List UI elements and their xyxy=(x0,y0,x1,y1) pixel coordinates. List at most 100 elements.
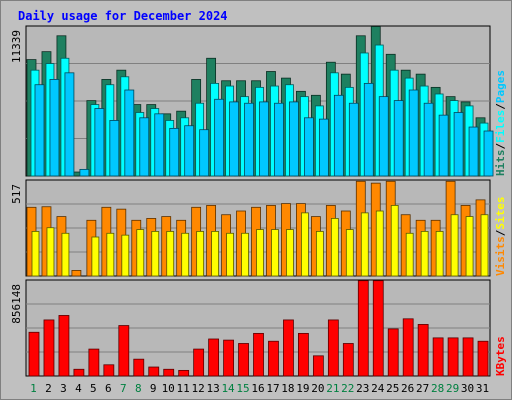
bar-kbytes-day-3 xyxy=(58,315,70,377)
x-tick-label: 28 xyxy=(431,382,444,395)
bar-kbytes-day-5 xyxy=(88,348,100,377)
bar-sites-day-15 xyxy=(241,232,249,277)
bar-kbytes-day-4 xyxy=(73,368,85,377)
bar-kbytes-day-18 xyxy=(283,319,294,377)
legend-pages: Pages xyxy=(494,70,507,103)
bar-sites-day-21 xyxy=(330,218,339,277)
x-tick-label: 15 xyxy=(236,382,249,395)
bar-kbytes-day-24 xyxy=(372,280,384,377)
x-tick-label: 4 xyxy=(75,382,82,395)
legend-sites: Sites xyxy=(494,197,507,230)
panel-3: 856148 KBytes xyxy=(10,279,507,377)
bar-kbytes-day-21 xyxy=(327,319,339,377)
bar-sites-day-20 xyxy=(315,231,324,277)
x-tick-label: 29 xyxy=(446,382,459,395)
bar-sites-day-23 xyxy=(360,212,369,277)
bar-kbytes-day-9 xyxy=(148,366,160,377)
bar-sites-day-10 xyxy=(166,231,175,277)
legend: KBytes xyxy=(494,336,507,376)
x-tick-label: 24 xyxy=(371,382,385,395)
x-tick-label: 1 xyxy=(30,382,37,395)
bar-pages-day-14 xyxy=(229,101,239,177)
bar-kbytes-day-22 xyxy=(342,343,354,377)
bar-pages-day-5 xyxy=(94,108,105,177)
bar-kbytes-day-7 xyxy=(118,325,130,377)
bar-sites-day-1 xyxy=(31,231,40,277)
bar-kbytes-day-14 xyxy=(223,339,234,377)
bar-sites-day-16 xyxy=(256,229,264,277)
bar-kbytes-day-15 xyxy=(238,343,249,377)
x-tick-label: 18 xyxy=(281,382,294,395)
x-tick-label: 12 xyxy=(192,382,205,395)
x-tick-label: 2 xyxy=(45,382,52,395)
y-max-label: 856148 xyxy=(10,284,23,324)
x-tick-label: 17 xyxy=(266,382,279,395)
x-tick-label: 7 xyxy=(120,382,127,395)
panel-1: 11339 Hits/Files/Pages xyxy=(10,25,507,177)
x-tick-label: 5 xyxy=(90,382,97,395)
bar-pages-day-27 xyxy=(423,102,434,177)
bar-pages-day-3 xyxy=(64,72,75,177)
bar-kbytes-day-19 xyxy=(298,332,309,377)
x-tick-label: 14 xyxy=(221,382,235,395)
x-tick-label: 27 xyxy=(416,382,429,395)
bar-visits-day-4 xyxy=(71,270,82,277)
bar-kbytes-day-8 xyxy=(133,358,145,377)
x-tick-label: 31 xyxy=(476,382,489,395)
legend: Visits/Sites xyxy=(494,197,507,277)
bar-sites-day-17 xyxy=(271,229,279,277)
bar-kbytes-day-13 xyxy=(208,338,220,377)
bar-kbytes-day-25 xyxy=(387,328,399,377)
bar-sites-day-19 xyxy=(301,212,309,277)
x-tick-label: 25 xyxy=(386,382,399,395)
bar-pages-day-24 xyxy=(378,96,389,177)
bar-pages-day-17 xyxy=(274,102,284,177)
bar-kbytes-day-17 xyxy=(268,340,279,377)
bar-kbytes-day-2 xyxy=(43,319,55,377)
bar-sites-day-31 xyxy=(480,214,489,277)
bar-sites-day-6 xyxy=(106,232,115,277)
bar-sites-day-25 xyxy=(390,205,399,277)
legend-hits: Hits xyxy=(494,150,507,177)
bar-sites-day-18 xyxy=(286,229,294,277)
bar-pages-day-12 xyxy=(199,129,210,177)
bar-kbytes-day-31 xyxy=(477,340,489,377)
bar-pages-day-29 xyxy=(453,112,464,177)
bar-pages-day-1 xyxy=(34,84,45,177)
bar-kbytes-day-30 xyxy=(462,337,474,377)
x-tick-label: 23 xyxy=(356,382,369,395)
bar-pages-day-4 xyxy=(79,168,90,177)
bar-sites-day-28 xyxy=(435,231,444,277)
x-tick-label: 19 xyxy=(296,382,309,395)
bar-pages-day-25 xyxy=(393,100,404,177)
bar-pages-day-23 xyxy=(363,82,374,177)
bar-pages-day-10 xyxy=(169,127,180,177)
bar-pages-day-26 xyxy=(408,89,419,177)
bar-pages-day-22 xyxy=(348,102,359,177)
bar-sites-day-13 xyxy=(211,231,220,277)
legend-files: Files xyxy=(494,110,507,143)
x-tick-label: 22 xyxy=(341,382,354,395)
bar-pages-day-13 xyxy=(214,98,225,177)
bar-kbytes-day-11 xyxy=(178,369,190,377)
legend-visits: Visits xyxy=(494,236,507,276)
bar-pages-day-9 xyxy=(154,113,165,177)
chart-panels: 11339 Hits/Files/Pages 517 Visits/Sites 8561… xyxy=(10,25,507,377)
bar-kbytes-day-16 xyxy=(253,332,264,377)
x-axis-labels: 1 2 3 4 5 6 7 8 9 10 11 12 13 14 15 16 17 18 19 20 21 22 23 24 2… xyxy=(30,382,489,395)
y-max-label: 11339 xyxy=(10,30,23,63)
bar-pages-day-18 xyxy=(289,101,299,177)
bar-pages-day-16 xyxy=(259,101,269,177)
bar-kbytes-day-1 xyxy=(28,331,40,377)
bar-kbytes-day-27 xyxy=(417,324,429,377)
bar-kbytes-day-6 xyxy=(103,364,115,377)
legend-label: Visits/Sites xyxy=(494,197,507,277)
bar-pages-day-28 xyxy=(438,114,449,177)
x-tick-label: 20 xyxy=(311,382,324,395)
bar-sites-day-30 xyxy=(465,216,474,277)
bar-kbytes-day-26 xyxy=(402,318,414,377)
bar-pages-day-11 xyxy=(184,125,195,177)
bar-sites-day-29 xyxy=(450,214,459,277)
bar-sites-day-11 xyxy=(181,232,190,277)
